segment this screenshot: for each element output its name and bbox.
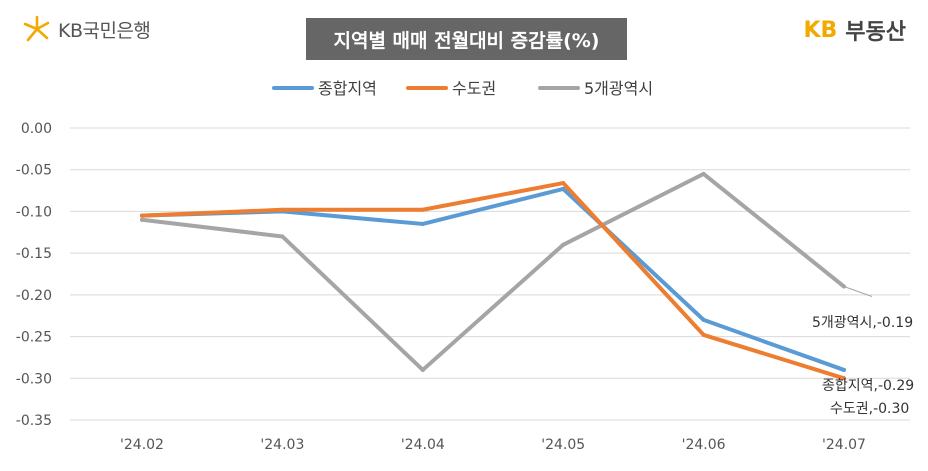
y-tick-label: -0.20 [16,288,52,304]
data-point [701,332,706,337]
x-tick-label: '24.03 [260,437,304,453]
x-tick-label: '24.07 [822,437,866,453]
x-tick-label: '24.06 [682,437,726,453]
data-point [701,171,706,176]
data-point [701,317,706,322]
data-point [842,284,846,289]
legend-label: 수도권 [452,79,496,98]
data-point [420,367,425,372]
data-point [561,181,566,186]
kb-realestate-prefix: KB [803,17,838,43]
legend: 종합지역 수도권 5개광역시 [272,79,653,98]
data-point [842,376,846,381]
y-tick-label: -0.15 [16,246,52,262]
y-tick-label: -0.10 [16,204,52,220]
x-tick-label: '24.02 [120,437,164,453]
end-label: 5개광역시,-0.19 [812,315,913,331]
kb-bank-name: KB국민은행 [58,19,151,42]
chart-title: 지역별 매매 전월대비 증감률(%) [306,18,627,60]
legend-label: 종합지역 [318,79,377,98]
end-label: 수도권,-0.30 [830,401,909,417]
y-tick-label: -0.30 [16,371,52,387]
data-point [280,207,285,212]
data-point [561,242,566,247]
end-label: 종합지역,-0.29 [822,378,914,394]
x-tick-label: '24.05 [541,437,585,453]
leader-line [843,286,873,297]
kb-bank-logo: KB국민은행 [22,14,151,44]
y-tick-label: -0.05 [16,163,52,179]
label-leader-lines [843,286,873,297]
end-labels: 종합지역,-0.29 수도권,-0.30 5개광역시,-0.19 [812,315,914,417]
kb-star-icon [23,15,50,42]
y-tick-label: -0.35 [16,413,52,429]
data-point [420,207,425,212]
legend-label: 5개광역시 [584,79,653,98]
series-lines [140,171,846,381]
kb-realestate-logo: KB 부동산 [803,14,906,46]
x-axis: '24.02 '24.03 '24.04 '24.05 '24.06 '24.07 [120,437,866,453]
data-point [842,367,846,372]
x-tick-label: '24.04 [401,437,445,453]
data-point [420,221,425,226]
series-line-2 [140,181,846,381]
series-line-3 [140,171,846,372]
gridlines [70,127,910,421]
data-point [140,213,144,218]
y-tick-label: 0.00 [21,121,52,137]
y-axis: 0.00 -0.05 -0.10 -0.15 -0.20 -0.25 -0.30 -0.35 [16,121,52,429]
data-point [561,186,566,191]
data-point [280,234,285,239]
kb-realestate-suffix: 부동산 [845,20,906,45]
y-tick-label: -0.25 [16,330,52,346]
data-point [140,217,144,222]
series-line-1 [140,186,846,372]
